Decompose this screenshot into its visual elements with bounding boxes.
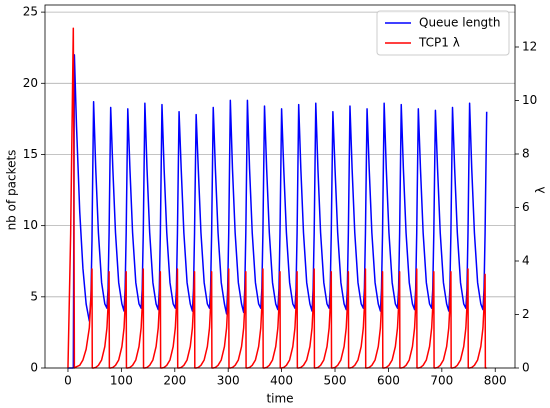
x-tick-label: 200 [163, 374, 186, 388]
x-tick-label: 400 [270, 374, 293, 388]
y2-tick-label: 10 [522, 93, 537, 107]
legend-label: Queue length [419, 16, 501, 30]
y2-tick-label: 12 [522, 39, 537, 53]
legend-label: TCP1 λ [418, 36, 460, 50]
x-axis-label: time [266, 392, 293, 406]
x-tick-label: 800 [484, 374, 507, 388]
y-tick-label: 15 [23, 147, 38, 161]
x-tick-label: 100 [110, 374, 133, 388]
x-tick-label: 0 [64, 374, 72, 388]
x-tick-label: 700 [430, 374, 453, 388]
y-tick-label: 0 [30, 361, 38, 375]
x-tick-label: 300 [217, 374, 240, 388]
y2-tick-label: 4 [522, 253, 530, 267]
y2-tick-label: 6 [522, 200, 530, 214]
y2-axis-label: λ [534, 186, 548, 193]
legend-box [376, 10, 510, 56]
y-tick-label: 25 [23, 5, 38, 19]
y-tick-label: 10 [23, 218, 38, 232]
y2-tick-label: 2 [522, 307, 530, 321]
legend: Queue length TCP1 λ [376, 10, 510, 56]
plot-frame [44, 4, 516, 369]
line [67, 54, 488, 369]
y2-tick-label: 0 [522, 361, 530, 375]
x-tick-label: 500 [324, 374, 347, 388]
y-tick-label: 20 [23, 76, 38, 90]
y2-tick-label: 8 [522, 146, 530, 160]
x-tick-label: 600 [377, 374, 400, 388]
y-tick-label: 5 [30, 289, 38, 303]
y-axis-label: nb of packets [5, 150, 19, 231]
